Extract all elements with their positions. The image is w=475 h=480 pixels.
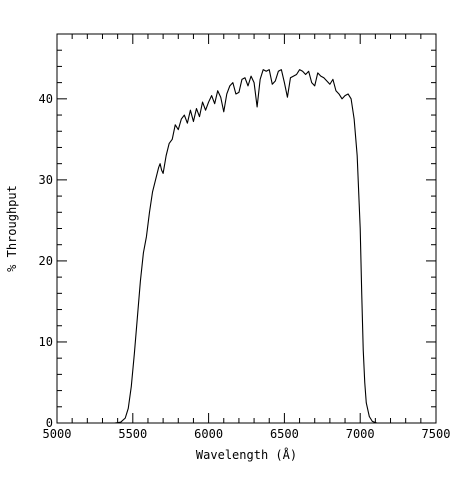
x-tick-label: 7000 [346, 427, 375, 441]
x-axis-title: Wavelength (Å) [196, 447, 297, 462]
series-group [57, 69, 436, 424]
y-tick-label: 0 [46, 416, 53, 430]
x-tick-label: 7500 [422, 427, 451, 441]
y-axis-title: % Throughput [5, 185, 19, 272]
plot-frame [56, 33, 437, 424]
x-tick-label: 5500 [118, 427, 147, 441]
y-tick-label: 40 [39, 92, 53, 106]
x-tick-labels: 5000 5500 6000 6500 7000 7500 [43, 427, 451, 441]
minor-ticks [57, 33, 436, 423]
series-line-0 [57, 69, 436, 424]
x-tick-label: 6500 [270, 427, 299, 441]
x-tick-label: 5000 [43, 427, 72, 441]
major-ticks [56, 34, 437, 424]
y-tick-label: 10 [39, 335, 53, 349]
y-tick-labels: 0 10 20 30 40 [39, 92, 53, 430]
y-tick-label: 30 [39, 173, 53, 187]
x-tick-label: 6000 [194, 427, 223, 441]
y-tick-label: 20 [39, 254, 53, 268]
